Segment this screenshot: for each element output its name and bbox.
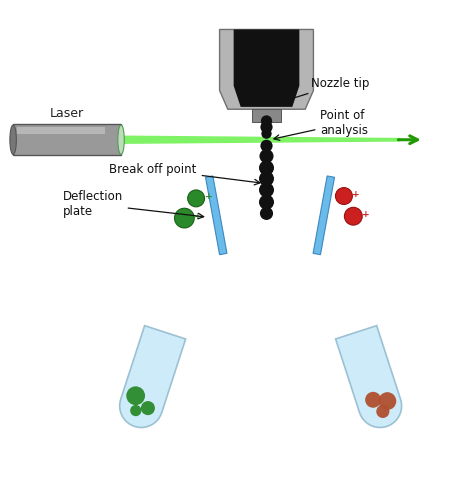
Polygon shape xyxy=(336,326,402,428)
Polygon shape xyxy=(121,136,400,144)
Ellipse shape xyxy=(10,125,17,154)
Circle shape xyxy=(260,207,273,220)
Circle shape xyxy=(259,160,274,176)
Circle shape xyxy=(261,121,273,133)
Polygon shape xyxy=(17,126,105,134)
Circle shape xyxy=(261,128,272,139)
Circle shape xyxy=(259,194,274,210)
Polygon shape xyxy=(119,326,185,428)
Circle shape xyxy=(141,401,155,415)
Text: Laser: Laser xyxy=(50,106,84,120)
Polygon shape xyxy=(234,30,299,107)
Circle shape xyxy=(259,171,274,186)
Text: +: + xyxy=(194,212,202,220)
Polygon shape xyxy=(205,176,227,254)
Text: +: + xyxy=(352,190,360,198)
Circle shape xyxy=(126,386,145,405)
Circle shape xyxy=(130,405,142,416)
Circle shape xyxy=(345,208,362,225)
Polygon shape xyxy=(13,124,121,155)
Text: Deflection
plate: Deflection plate xyxy=(62,190,204,219)
Text: +: + xyxy=(204,192,212,201)
Circle shape xyxy=(175,208,194,228)
Circle shape xyxy=(261,116,272,126)
Text: +: + xyxy=(362,210,370,219)
Circle shape xyxy=(261,140,273,152)
Circle shape xyxy=(259,182,274,198)
Circle shape xyxy=(365,392,381,408)
Circle shape xyxy=(260,149,274,163)
Text: Nozzle tip: Nozzle tip xyxy=(274,77,370,105)
Text: Break off point: Break off point xyxy=(110,163,260,185)
Polygon shape xyxy=(253,109,281,122)
Circle shape xyxy=(188,190,204,207)
Ellipse shape xyxy=(118,125,124,154)
Polygon shape xyxy=(219,30,313,109)
Circle shape xyxy=(376,405,389,418)
Polygon shape xyxy=(313,176,335,254)
Text: Point of
analysis: Point of analysis xyxy=(274,110,369,140)
Circle shape xyxy=(336,188,353,204)
Circle shape xyxy=(379,392,396,410)
